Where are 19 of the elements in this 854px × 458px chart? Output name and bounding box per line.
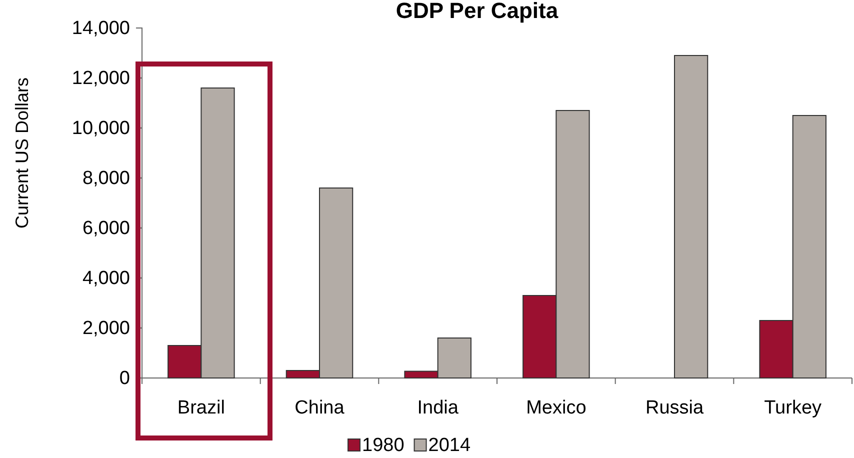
x-tick-label: Mexico [526, 397, 586, 418]
x-tick-label: Turkey [764, 397, 822, 418]
x-tick-label: Russia [645, 397, 704, 418]
y-tick-label: 14,000 [72, 18, 130, 40]
chart-title: GDP Per Capita [396, 0, 559, 23]
y-tick-label: 0 [119, 368, 130, 390]
y-tick-label: 10,000 [72, 118, 130, 140]
x-tick-label: India [417, 397, 459, 418]
legend-label: 2014 [428, 435, 471, 456]
y-tick-label: 4,000 [82, 268, 130, 290]
x-tick-label: China [294, 397, 345, 418]
bar [674, 55, 708, 378]
y-tick-label: 12,000 [72, 68, 130, 90]
y-axis-title: Current US Dollars [12, 77, 32, 229]
y-tick-label: 2,000 [82, 318, 130, 340]
y-tick-label: 6,000 [82, 218, 130, 240]
x-tick-label: Brazil [177, 397, 225, 418]
y-tick-label: 8,000 [82, 168, 130, 190]
legend-label: 1980 [362, 435, 404, 456]
